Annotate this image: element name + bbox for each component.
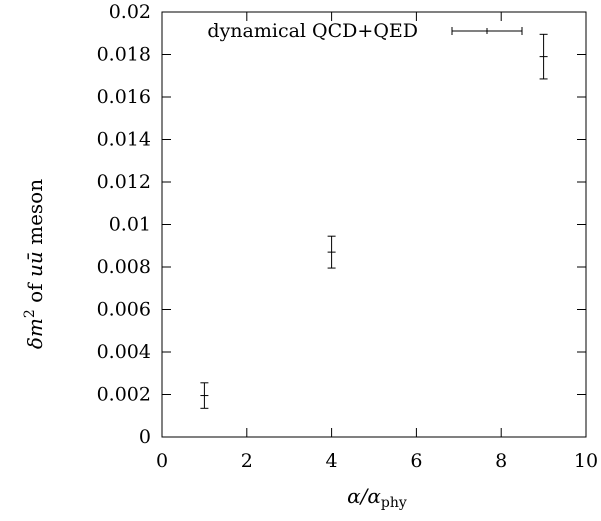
x-tick-label: 2 <box>241 450 253 472</box>
y-axis-title-part-5: meson <box>23 179 47 251</box>
y-axis-title-part-2: 2 <box>22 309 38 318</box>
plot-frame <box>161 11 587 438</box>
x-tick-label: 8 <box>495 450 507 472</box>
y-tick-label: 0.006 <box>97 299 151 321</box>
y-tick-label: 0.02 <box>109 1 151 23</box>
y-tick-label: 0.008 <box>97 256 151 278</box>
legend: dynamical QCD+QED <box>207 20 523 42</box>
x-axis-title-sub: phy <box>381 495 407 511</box>
y-tick-label: 0 <box>139 426 151 448</box>
data-point <box>200 382 209 409</box>
x-axis-title: α/αphy <box>347 484 407 511</box>
x-tick-label: 6 <box>410 450 422 472</box>
legend-entry-sample <box>451 27 523 35</box>
x-tick-label: 10 <box>574 450 598 472</box>
y-tick-label: 0.002 <box>97 384 151 406</box>
y-axis: 0 0.002 0.004 0.006 0.008 0.01 0.012 0.014 0.016… <box>97 1 586 448</box>
data-point <box>327 235 336 269</box>
y-tick-label: 0.016 <box>97 86 151 108</box>
x-tick-label: 4 <box>326 450 338 472</box>
y-tick-label: 0.004 <box>97 341 151 363</box>
data-point <box>539 33 548 80</box>
y-axis-title-part-1: δm <box>23 318 47 349</box>
y-axis-title-part-3: of <box>23 277 47 309</box>
y-tick-label: 0.012 <box>97 171 151 193</box>
data-series <box>200 33 548 409</box>
plot-area <box>161 11 587 438</box>
y-tick-label: 0.018 <box>97 44 151 66</box>
y-axis-title-part-4: uū <box>23 251 47 277</box>
x-tick-label: 0 <box>156 450 168 472</box>
x-axis-title-main: α/α <box>347 484 381 508</box>
y-tick-label: 0.014 <box>97 129 151 151</box>
x-axis: 0 2 4 6 8 10 <box>156 12 598 472</box>
legend-entry-label: dynamical QCD+QED <box>207 20 418 42</box>
y-axis-title: δm2 of uū meson <box>22 179 47 349</box>
y-tick-label: 0.01 <box>109 214 151 236</box>
